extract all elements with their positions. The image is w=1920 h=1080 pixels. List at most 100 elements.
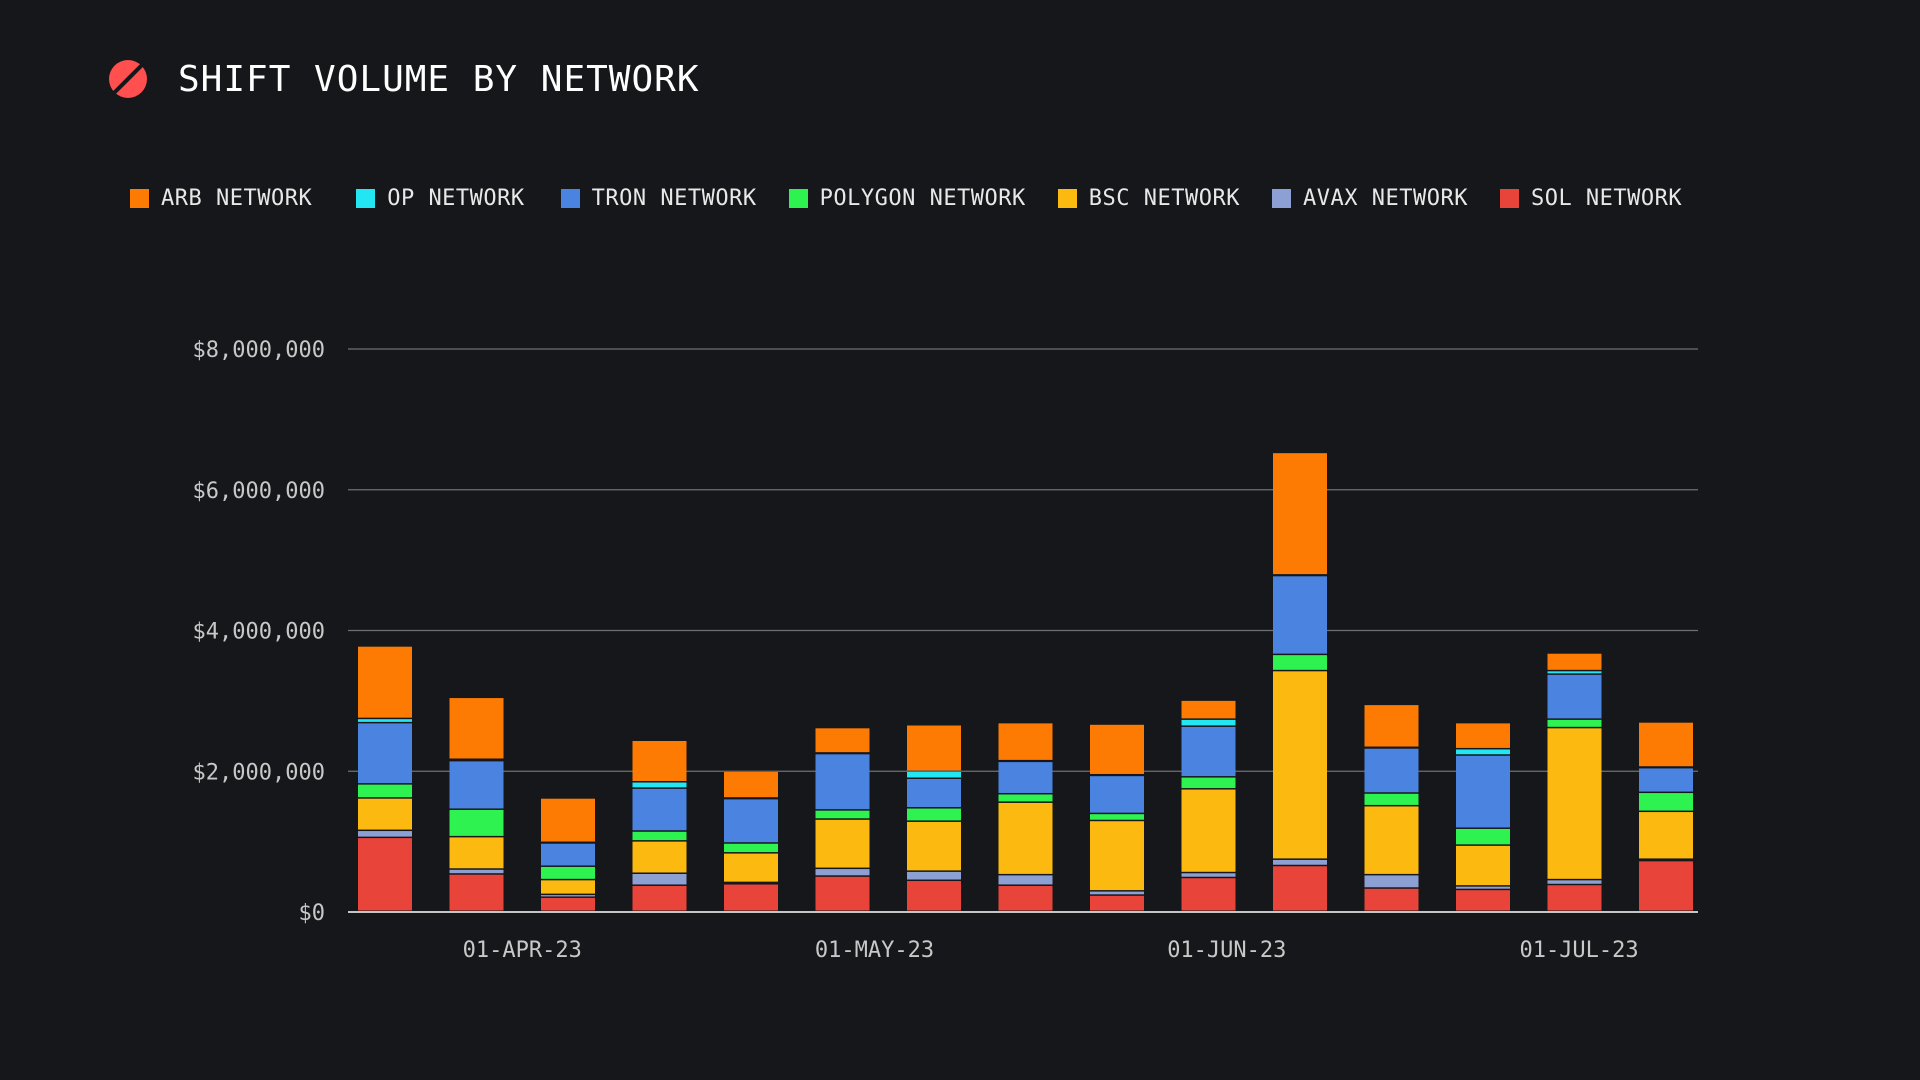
bar-segment <box>998 875 1053 885</box>
bar-segment <box>724 853 778 882</box>
legend-label: ARB NETWORK <box>161 186 313 211</box>
bar-segment <box>1364 705 1419 747</box>
bar-stack <box>1273 453 1327 911</box>
axis-layer: $0 $2,000,000 $4,000,000 $6,000,000 $8,000,0… <box>193 338 1698 963</box>
bar-stack <box>815 728 870 911</box>
chart-title: SHIFT VOLUME BY NETWORK <box>178 58 700 100</box>
y-tick-label: $2,000,000 <box>193 760 325 785</box>
bar-segment <box>1181 878 1236 911</box>
bar-segment <box>358 646 412 718</box>
y-tick-label: $4,000,000 <box>193 620 325 645</box>
bar-segment <box>815 754 870 810</box>
legend-item-sol[interactable]: SOL NETWORK <box>1499 186 1683 211</box>
bar-segment <box>358 723 412 784</box>
bar-stack <box>1181 700 1236 911</box>
y-tick-label: $8,000,000 <box>193 338 325 363</box>
legend-swatch <box>1057 189 1077 208</box>
legend-label: TRON NETWORK <box>591 186 757 211</box>
legend-label: AVAX NETWORK <box>1303 186 1468 211</box>
bar-segment <box>1364 793 1419 805</box>
bar-segment <box>1181 873 1236 877</box>
bar-segment <box>998 802 1053 874</box>
bar-segment <box>632 782 687 788</box>
bar-segment <box>1364 806 1419 874</box>
bar-stack <box>1364 705 1419 911</box>
bar-segment <box>1273 866 1327 911</box>
bar-segment <box>1639 793 1693 811</box>
bar-segment <box>449 761 504 809</box>
bar-segment <box>1090 724 1144 774</box>
legend-item-arb[interactable]: ARB NETWORK <box>130 186 312 211</box>
bar-segment <box>815 728 870 753</box>
bar-segment <box>1456 886 1510 889</box>
bar-stack <box>449 698 504 911</box>
bar-segment <box>1090 821 1144 891</box>
bar-segment <box>449 837 504 869</box>
x-tick-label: 01-JUL-23 <box>1519 938 1638 963</box>
bar-segment <box>907 725 961 771</box>
bar-segment <box>724 884 778 911</box>
x-tick-label: 01-APR-23 <box>463 938 582 963</box>
legend-swatch <box>560 189 580 208</box>
grid-layer <box>348 348 1698 772</box>
bar-segment <box>1273 859 1327 865</box>
bar-segment <box>632 885 687 911</box>
legend-item-tron[interactable]: TRON NETWORK <box>560 186 757 211</box>
bar-segment <box>724 843 778 853</box>
legend-item-op[interactable]: OP NETWORK <box>356 186 524 211</box>
bar-segment <box>724 799 778 843</box>
bar-segment <box>1456 890 1510 911</box>
bar-segment <box>541 843 595 866</box>
y-tick-label: $0 <box>299 901 326 926</box>
legend-swatch <box>356 189 376 208</box>
legend-swatch <box>1272 189 1291 208</box>
bar-segment <box>632 831 687 841</box>
bar-segment <box>1456 749 1510 755</box>
bar-segment <box>632 740 687 782</box>
bar-segment <box>1547 674 1602 719</box>
legend-label: OP NETWORK <box>387 186 525 211</box>
bar-segment <box>632 841 687 873</box>
bar-segment <box>358 831 412 837</box>
legend-swatch <box>1499 189 1519 208</box>
bar-segment <box>1456 723 1510 748</box>
bar-segment <box>998 723 1053 760</box>
legend-label: SOL NETWORK <box>1530 186 1683 211</box>
bar-segment <box>1181 777 1236 789</box>
bar-segment <box>815 819 870 868</box>
bar-segment <box>1273 655 1327 670</box>
bar-segment <box>1456 755 1510 828</box>
bar-segment <box>1547 885 1602 911</box>
bar-segment <box>1547 880 1602 884</box>
bar-segment <box>541 798 595 842</box>
bar-segment <box>815 810 870 819</box>
bar-segment <box>998 794 1053 802</box>
legend-label: POLYGON NETWORK <box>819 186 1026 211</box>
bar-segment <box>907 821 961 871</box>
legend-label: BSC NETWORK <box>1088 186 1240 211</box>
legend-item-avax[interactable]: AVAX NETWORK <box>1272 186 1468 211</box>
legend-item-polygon[interactable]: POLYGON NETWORK <box>788 186 1026 211</box>
bar-segment <box>1639 722 1693 767</box>
bar-segment <box>907 808 961 821</box>
chart-header: SHIFT VOLUME BY NETWORK <box>108 52 700 106</box>
bar-segment <box>815 876 870 911</box>
bar-segment <box>1639 768 1693 792</box>
legend-item-bsc[interactable]: BSC NETWORK <box>1057 186 1240 211</box>
bar-stack <box>632 740 687 911</box>
bar-segment <box>815 869 870 876</box>
bar-stack <box>1547 653 1602 911</box>
bar-segment <box>449 698 504 759</box>
chart-legend: ARB NETWORK OP NETWORK TRON NETWORK POLY… <box>130 186 1682 211</box>
bar-stack <box>998 723 1053 911</box>
bar-segment <box>907 881 961 911</box>
bar-segment <box>1090 891 1144 895</box>
bar-segment <box>1547 671 1602 674</box>
bar-segment <box>1181 719 1236 726</box>
bar-segment <box>907 871 961 880</box>
legend-swatch <box>788 189 808 208</box>
bar-segment <box>1181 700 1236 719</box>
bar-segment <box>1181 789 1236 872</box>
bar-segment <box>541 895 595 897</box>
bar-segment <box>1639 812 1693 859</box>
